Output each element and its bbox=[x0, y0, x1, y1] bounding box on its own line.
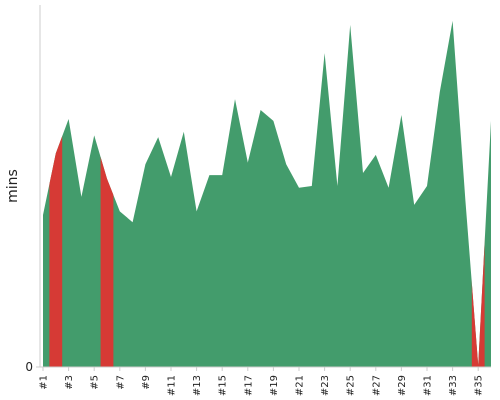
highlight-segment bbox=[100, 157, 114, 367]
area bbox=[43, 20, 491, 367]
x-tick-label: #9 bbox=[141, 375, 152, 390]
x-tick-label: #25 bbox=[346, 375, 357, 396]
x-tick-label: #19 bbox=[269, 375, 280, 396]
y-tick-label: 0 bbox=[25, 360, 33, 374]
x-tick-label: #13 bbox=[192, 375, 203, 396]
x-tick-label: #11 bbox=[167, 375, 178, 396]
x-tick-label: #7 bbox=[115, 375, 126, 390]
x-tick-label: #17 bbox=[243, 375, 254, 396]
x-tick-label: #29 bbox=[397, 375, 408, 396]
y-axis-label: mins bbox=[5, 169, 21, 203]
x-tick-label: #15 bbox=[218, 375, 229, 396]
x-tick-label: #33 bbox=[448, 375, 459, 396]
x-tick-label: #3 bbox=[64, 375, 75, 390]
highlight-segment bbox=[471, 243, 485, 367]
x-tick-label: #35 bbox=[474, 375, 485, 396]
highlight-segment bbox=[49, 136, 63, 367]
x-tick-label: #5 bbox=[90, 375, 101, 390]
x-tick-label: #1 bbox=[39, 375, 50, 390]
x-tick-label: #23 bbox=[320, 375, 331, 396]
x-tick-label: #27 bbox=[371, 375, 382, 396]
x-tick-label: #31 bbox=[423, 375, 434, 396]
x-tick-label: #21 bbox=[295, 375, 306, 396]
